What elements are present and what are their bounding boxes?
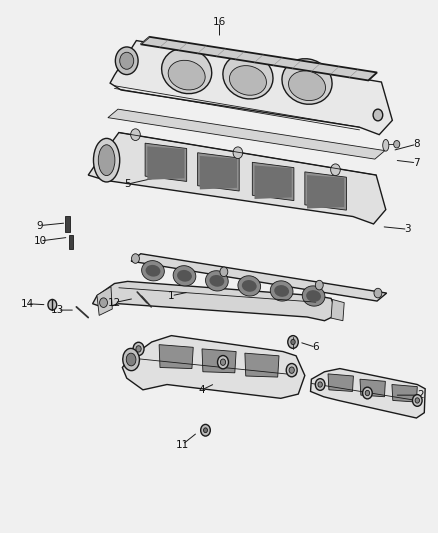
Ellipse shape <box>93 139 120 182</box>
Ellipse shape <box>237 276 260 296</box>
Text: 8: 8 <box>412 139 419 149</box>
Text: 7: 7 <box>412 158 419 168</box>
Ellipse shape <box>133 342 144 356</box>
Polygon shape <box>122 336 304 398</box>
Ellipse shape <box>217 356 228 369</box>
Ellipse shape <box>314 378 324 390</box>
Polygon shape <box>145 143 186 181</box>
Text: 5: 5 <box>124 179 131 189</box>
Ellipse shape <box>362 387 371 399</box>
Ellipse shape <box>233 147 242 159</box>
Text: 12: 12 <box>108 297 121 308</box>
Polygon shape <box>147 147 184 180</box>
Ellipse shape <box>115 47 138 75</box>
Polygon shape <box>310 368 424 418</box>
Text: 3: 3 <box>403 224 410 235</box>
Polygon shape <box>197 153 239 191</box>
Ellipse shape <box>141 261 164 281</box>
Ellipse shape <box>173 265 195 286</box>
Ellipse shape <box>290 340 294 345</box>
Text: 16: 16 <box>212 17 226 27</box>
Ellipse shape <box>393 141 399 148</box>
Text: 2: 2 <box>417 390 423 400</box>
Ellipse shape <box>219 267 227 277</box>
Ellipse shape <box>220 359 225 366</box>
Polygon shape <box>254 165 291 199</box>
Polygon shape <box>330 300 343 321</box>
Ellipse shape <box>223 53 272 99</box>
Ellipse shape <box>48 300 57 310</box>
Polygon shape <box>110 41 392 135</box>
Ellipse shape <box>305 290 320 302</box>
Ellipse shape <box>136 346 141 352</box>
Polygon shape <box>327 374 353 391</box>
Ellipse shape <box>99 298 107 308</box>
Polygon shape <box>108 109 384 159</box>
Polygon shape <box>199 156 237 189</box>
Ellipse shape <box>270 281 292 301</box>
Ellipse shape <box>177 270 191 281</box>
Polygon shape <box>252 163 293 200</box>
Ellipse shape <box>241 280 256 292</box>
Polygon shape <box>359 379 385 397</box>
Polygon shape <box>65 216 70 232</box>
Polygon shape <box>201 349 236 373</box>
Ellipse shape <box>373 288 381 298</box>
Ellipse shape <box>274 285 288 297</box>
Ellipse shape <box>131 254 139 263</box>
Polygon shape <box>131 254 386 301</box>
Polygon shape <box>141 37 376 80</box>
Text: 13: 13 <box>51 305 64 315</box>
Ellipse shape <box>126 353 136 366</box>
Ellipse shape <box>131 129 140 141</box>
Ellipse shape <box>317 382 321 387</box>
Ellipse shape <box>229 66 266 95</box>
Polygon shape <box>88 133 385 224</box>
Ellipse shape <box>120 52 134 69</box>
Polygon shape <box>159 345 193 368</box>
Polygon shape <box>244 353 279 377</box>
Text: 9: 9 <box>37 221 43 231</box>
Ellipse shape <box>314 280 322 290</box>
Text: 11: 11 <box>175 440 188 450</box>
Ellipse shape <box>372 109 382 121</box>
Ellipse shape <box>209 275 224 287</box>
Polygon shape <box>304 172 346 210</box>
Polygon shape <box>391 384 417 402</box>
Ellipse shape <box>382 140 388 151</box>
Ellipse shape <box>287 336 297 349</box>
Ellipse shape <box>330 164 339 175</box>
Text: 14: 14 <box>20 298 33 309</box>
Ellipse shape <box>123 349 139 370</box>
Text: 10: 10 <box>33 236 46 246</box>
Ellipse shape <box>200 424 210 436</box>
Polygon shape <box>97 287 112 316</box>
Ellipse shape <box>145 265 160 277</box>
Text: 4: 4 <box>198 385 205 395</box>
Ellipse shape <box>412 394 421 406</box>
Ellipse shape <box>288 71 325 101</box>
Ellipse shape <box>281 59 331 104</box>
Ellipse shape <box>286 364 297 377</box>
Ellipse shape <box>301 286 324 306</box>
Ellipse shape <box>414 398 419 403</box>
Ellipse shape <box>161 48 211 94</box>
Ellipse shape <box>203 428 207 433</box>
Polygon shape <box>92 281 337 321</box>
Polygon shape <box>68 235 73 249</box>
Text: 1: 1 <box>168 290 174 301</box>
Text: 6: 6 <box>312 342 318 352</box>
Ellipse shape <box>288 367 293 373</box>
Polygon shape <box>306 175 343 208</box>
Ellipse shape <box>98 145 115 175</box>
Ellipse shape <box>168 60 205 90</box>
Ellipse shape <box>205 271 228 291</box>
Ellipse shape <box>364 390 369 395</box>
